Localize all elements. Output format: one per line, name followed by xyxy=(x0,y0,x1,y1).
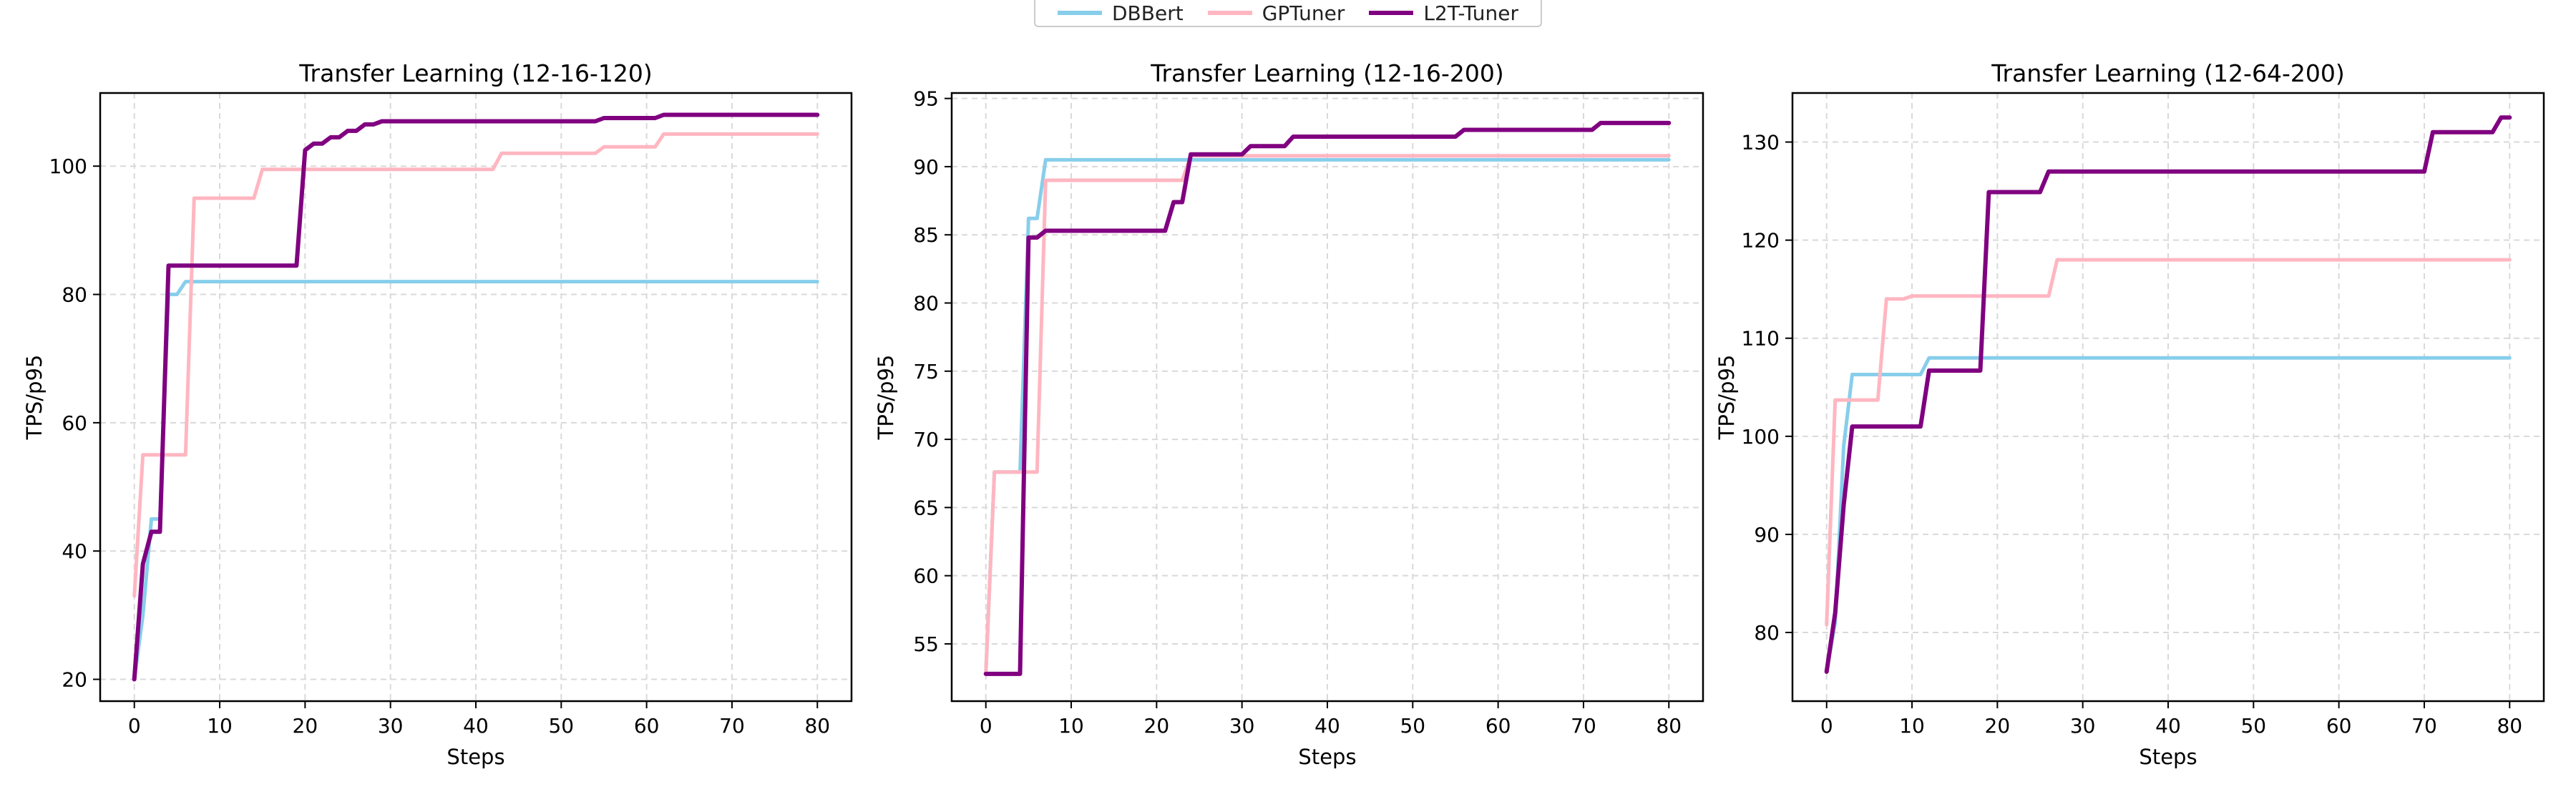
chart-legend: DBBert GPTuner L2T-Tuner xyxy=(1034,0,1542,27)
x-tick-label: 80 xyxy=(1656,714,1682,738)
legend-swatch-dbbert xyxy=(1058,11,1102,15)
chart-title: Transfer Learning (12-64-200) xyxy=(1991,59,2344,87)
x-tick-label: 0 xyxy=(1820,714,1833,738)
y-tick-label: 70 xyxy=(913,428,939,451)
y-tick-label: 65 xyxy=(913,496,939,519)
legend-label-gptuner: GPTuner xyxy=(1262,1,1345,25)
y-tick-label: 80 xyxy=(62,283,87,307)
legend-item-dbbert: DBBert xyxy=(1058,1,1184,25)
x-tick-label: 40 xyxy=(1314,714,1340,738)
y-tick-label: 120 xyxy=(1742,229,1780,253)
x-tick-label: 30 xyxy=(378,714,404,738)
x-tick-label: 60 xyxy=(634,714,660,738)
y-tick-label: 100 xyxy=(49,155,87,178)
x-tick-label: 50 xyxy=(2240,714,2266,738)
legend-label-dbbert: DBBert xyxy=(1112,1,1184,25)
chart-panel-1: 0 10 20 30 40 50 60 70 80 20 40 60 80 100 Transfer Lea… xyxy=(22,59,853,769)
x-axis-label: Steps xyxy=(447,745,504,769)
series-line-l2t-tuner xyxy=(132,112,820,682)
x-tick-label: 70 xyxy=(1571,714,1596,738)
y-tick-label: 20 xyxy=(62,668,87,692)
x-tick-label: 60 xyxy=(2326,714,2352,738)
y-tick-label: 85 xyxy=(913,223,939,247)
legend-label-l2t-tuner: L2T-Tuner xyxy=(1423,1,1518,25)
y-tick-label: 75 xyxy=(913,360,939,383)
y-tick-label: 60 xyxy=(913,564,939,588)
chart-panel-3: 0 10 20 30 40 50 60 70 80 80 90 100 110 120 130 Transfe… xyxy=(1714,59,2545,769)
x-tick-label: 10 xyxy=(207,714,233,738)
x-tick-label: 20 xyxy=(1985,714,2011,738)
x-tick-label: 20 xyxy=(293,714,318,738)
y-tick-label: 40 xyxy=(62,539,87,563)
legend-item-gptuner: GPTuner xyxy=(1207,1,1345,25)
y-axis-label: TPS/p95 xyxy=(874,355,898,441)
x-tick-label: 70 xyxy=(2411,714,2437,738)
x-tick-label: 50 xyxy=(1400,714,1425,738)
x-tick-label: 50 xyxy=(548,714,574,738)
y-tick-label: 90 xyxy=(913,155,939,179)
chart-panel-2: 0 10 20 30 40 50 60 70 80 55 60 65 70 75 80 85 90 95 Trans… xyxy=(874,59,1704,769)
y-tick-label: 110 xyxy=(1742,327,1780,351)
y-tick-label: 80 xyxy=(913,291,939,315)
series-line-dbbert xyxy=(132,280,819,681)
x-tick-label: 70 xyxy=(719,714,745,738)
y-tick-label: 60 xyxy=(62,411,87,435)
y-axis-label: TPS/p95 xyxy=(1714,355,1739,441)
x-tick-label: 0 xyxy=(128,714,141,738)
x-axis-label: Steps xyxy=(1298,745,1356,769)
series-line-gptuner xyxy=(132,132,819,598)
y-tick-label: 80 xyxy=(1754,621,1780,645)
x-tick-label: 80 xyxy=(804,714,830,738)
x-tick-label: 80 xyxy=(2497,714,2522,738)
x-tick-label: 10 xyxy=(1899,714,1925,738)
x-tick-label: 20 xyxy=(1144,714,1170,738)
y-tick-label: 90 xyxy=(1754,523,1780,547)
x-tick-label: 30 xyxy=(1229,714,1255,738)
y-axis-label: TPS/p95 xyxy=(22,355,47,441)
legend-item-l2t-tuner: L2T-Tuner xyxy=(1369,1,1518,25)
legend-swatch-l2t-tuner xyxy=(1369,11,1414,15)
legend-swatch-gptuner xyxy=(1207,11,1252,15)
x-tick-label: 40 xyxy=(463,714,489,738)
y-tick-label: 55 xyxy=(913,632,939,656)
chart-title: Transfer Learning (12-16-200) xyxy=(1150,59,1503,87)
y-tick-label: 95 xyxy=(913,87,939,111)
chart-title: Transfer Learning (12-16-120) xyxy=(298,59,652,87)
series-line-gptuner xyxy=(1825,258,2512,627)
x-axis-label: Steps xyxy=(2139,745,2197,769)
series-line-l2t-tuner xyxy=(1824,115,2512,674)
series-line-l2t-tuner xyxy=(983,120,1672,676)
y-tick-label: 130 xyxy=(1742,131,1780,155)
x-tick-label: 40 xyxy=(2155,714,2181,738)
x-tick-label: 60 xyxy=(1485,714,1511,738)
x-tick-label: 10 xyxy=(1058,714,1084,738)
x-tick-label: 0 xyxy=(980,714,992,738)
x-tick-label: 30 xyxy=(2070,714,2096,738)
y-tick-label: 100 xyxy=(1742,425,1780,449)
